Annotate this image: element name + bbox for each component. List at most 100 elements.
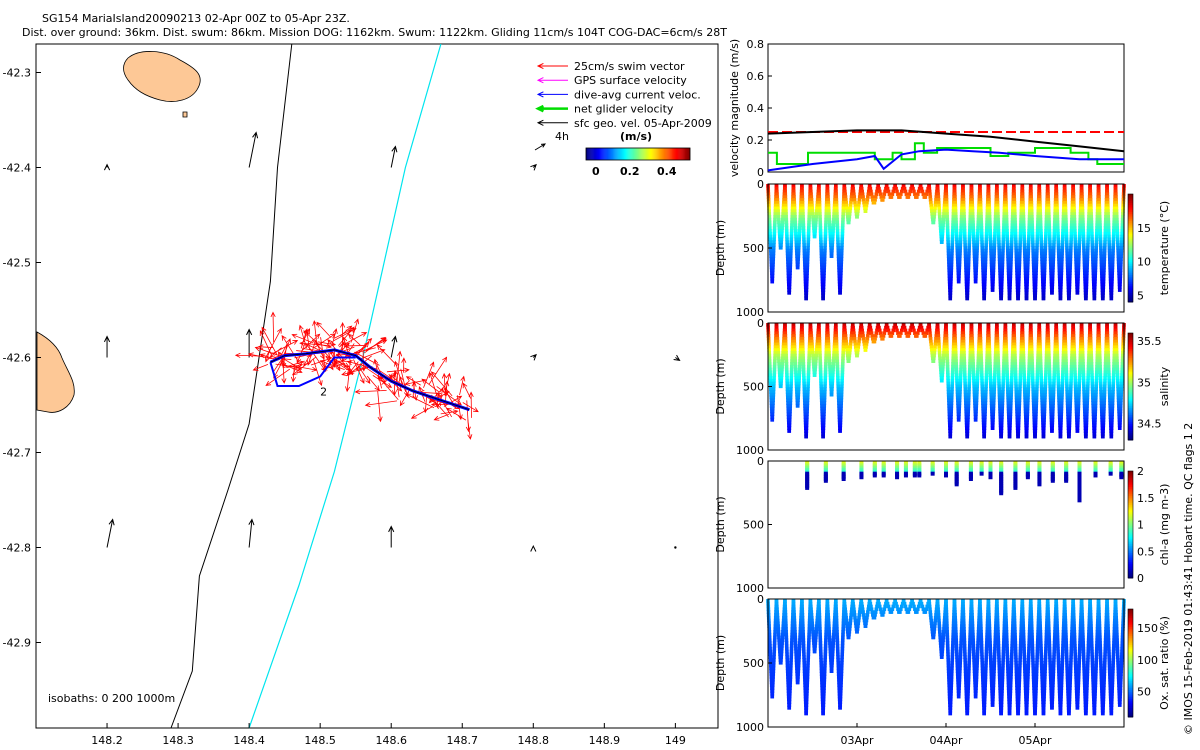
profile-point	[963, 390, 968, 394]
profile-point	[826, 206, 831, 211]
profile-point	[1047, 237, 1052, 242]
profile-point	[1052, 220, 1057, 225]
profile-point	[1072, 353, 1077, 358]
profile-point	[1029, 206, 1034, 211]
profile-point	[1111, 245, 1115, 250]
profile-point	[856, 209, 860, 213]
profile-point	[767, 206, 771, 211]
profile-point	[997, 401, 1002, 405]
profile-point	[1046, 189, 1050, 194]
profile-point	[961, 325, 965, 330]
profile-point	[792, 200, 797, 205]
profile-point	[817, 323, 821, 327]
profile-point	[788, 409, 792, 414]
profile-point	[1101, 274, 1106, 278]
profile-point	[796, 248, 801, 253]
profile-point	[1090, 245, 1095, 250]
profile-point	[1042, 401, 1047, 405]
profile-point	[1019, 350, 1024, 355]
profile-point	[986, 328, 991, 333]
profile-point	[1050, 423, 1055, 428]
profile-point	[963, 251, 968, 256]
profile-point	[834, 198, 839, 202]
profile-point	[985, 356, 989, 361]
profile-point	[996, 231, 1001, 236]
profile-point	[964, 412, 969, 417]
profile-point	[1023, 265, 1028, 270]
profile-point	[1086, 245, 1090, 250]
profile-point	[1018, 237, 1023, 242]
profile-point	[862, 342, 867, 347]
swim-vector	[291, 333, 314, 344]
profile-point	[962, 353, 966, 358]
profile-point	[785, 381, 790, 386]
profile-point	[823, 373, 828, 377]
profile-point	[890, 331, 895, 335]
profile-point	[774, 323, 779, 327]
profile-point	[966, 262, 971, 267]
profile-point	[984, 367, 989, 372]
swim-vector	[377, 391, 383, 423]
profile-point	[947, 404, 951, 408]
profile-point	[1098, 217, 1102, 222]
profile-point	[927, 189, 932, 194]
x-tick-label: 149	[665, 734, 686, 747]
profile-point	[802, 240, 806, 244]
profile-point	[944, 184, 948, 188]
colorbar-cell	[675, 148, 677, 160]
profile-point	[1072, 364, 1077, 369]
profile-point	[1055, 348, 1059, 352]
profile-point	[934, 195, 939, 199]
profile-point	[970, 331, 974, 335]
profile-point	[992, 240, 997, 244]
profile-point	[1003, 186, 1008, 191]
profile-point	[1065, 268, 1070, 273]
colorbar-tick-label: 10	[1137, 256, 1151, 269]
profile-point	[963, 378, 967, 383]
profile-point	[1023, 401, 1028, 405]
profile-point	[1000, 417, 1004, 422]
profile-point	[1051, 251, 1056, 256]
profile-point	[971, 217, 975, 222]
profile-point	[809, 189, 813, 194]
profile-point	[1074, 398, 1078, 403]
profile-point	[1089, 203, 1093, 208]
profile-point	[1018, 248, 1022, 253]
profile-point	[958, 392, 962, 397]
profile-point	[768, 237, 773, 242]
y-tick-label: -42.5	[3, 257, 31, 270]
profile-point	[966, 401, 971, 405]
profile-point	[1083, 274, 1087, 278]
profile-point	[770, 406, 775, 411]
profile-point	[1067, 426, 1072, 430]
profile-point	[1078, 217, 1083, 222]
profile-point	[1006, 257, 1010, 261]
profile-point	[1057, 392, 1061, 397]
profile-point	[1038, 200, 1042, 205]
profile-point	[972, 384, 976, 389]
profile-point	[1017, 390, 1022, 394]
profile-point	[972, 240, 976, 244]
sfc-vector	[106, 518, 115, 548]
colorbar-cell	[598, 148, 600, 160]
profile-point	[962, 362, 967, 366]
profile-point	[783, 323, 787, 327]
profile-point	[935, 323, 940, 327]
profile-point	[963, 240, 967, 244]
profile-point	[1102, 271, 1106, 275]
profile-point	[1033, 285, 1038, 289]
profile-point	[1000, 409, 1004, 414]
profile-point	[1068, 398, 1073, 403]
colorbar-cell	[606, 148, 608, 160]
profile-point	[784, 217, 789, 222]
profile-point	[931, 220, 936, 225]
profile-point	[1004, 217, 1009, 222]
profile-point	[1018, 367, 1023, 372]
profile-point	[809, 339, 814, 344]
profile-point	[946, 381, 951, 386]
profile-point	[969, 328, 974, 333]
profile-point	[1026, 384, 1031, 389]
profile-point	[976, 364, 980, 369]
profile-point	[1016, 426, 1021, 430]
profile-point	[789, 370, 794, 375]
